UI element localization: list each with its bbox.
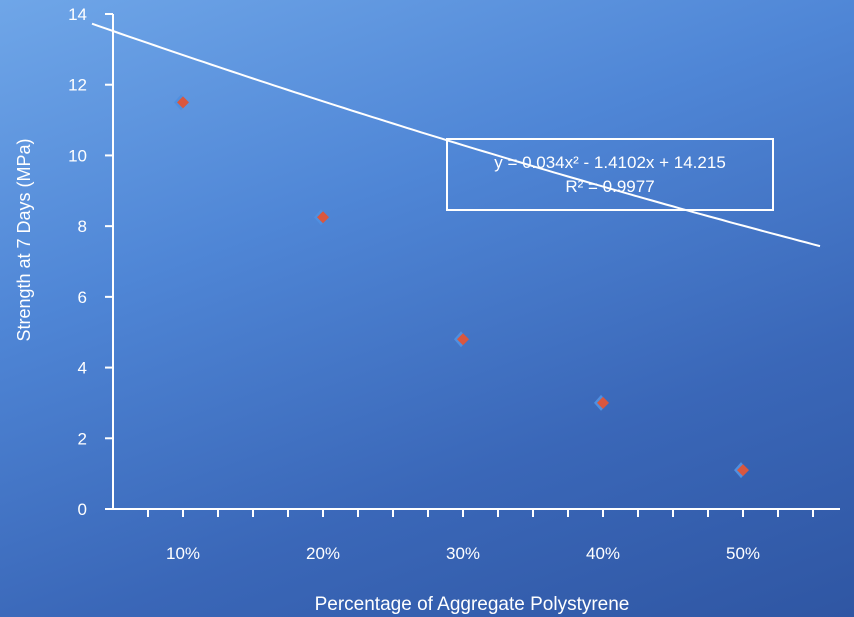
data-point xyxy=(737,464,749,477)
trendline xyxy=(91,22,821,248)
data-point xyxy=(177,96,189,109)
y-ticks: 0 2 4 6 8 10 12 14 xyxy=(68,5,113,519)
y-tick-label: 6 xyxy=(78,288,87,307)
y-axis-label: Strength at 7 Days (MPa) xyxy=(14,138,34,341)
data-point xyxy=(597,396,609,409)
x-ticks: 10% 20% 30% 40% 50% xyxy=(147,509,814,563)
x-tick-label: 10% xyxy=(166,544,200,563)
trendline-equation-box: y = 0.034x² - 1.4102x + 14.215 R² = 0.99… xyxy=(446,138,774,211)
y-tick-label: 4 xyxy=(78,359,87,378)
axes xyxy=(112,14,840,510)
y-tick-label: 0 xyxy=(78,500,87,519)
x-tick-label: 20% xyxy=(306,544,340,563)
y-tick-label: 14 xyxy=(68,5,87,24)
x-tick-label: 30% xyxy=(446,544,480,563)
y-tick-label: 8 xyxy=(78,217,87,236)
r-squared: R² = 0.9977 xyxy=(565,176,655,196)
y-tick-label: 2 xyxy=(78,429,87,448)
y-tick-label: 10 xyxy=(68,146,87,165)
x-tick-label: 40% xyxy=(586,544,620,563)
data-point xyxy=(317,211,329,224)
y-tick-label: 12 xyxy=(68,76,87,95)
trendline-equation: y = 0.034x² - 1.4102x + 14.215 xyxy=(494,152,726,172)
data-point xyxy=(457,333,469,346)
x-axis-label: Percentage of Aggregate Polystyrene xyxy=(315,594,630,615)
data-points xyxy=(174,94,749,479)
x-tick-label: 50% xyxy=(726,544,760,563)
